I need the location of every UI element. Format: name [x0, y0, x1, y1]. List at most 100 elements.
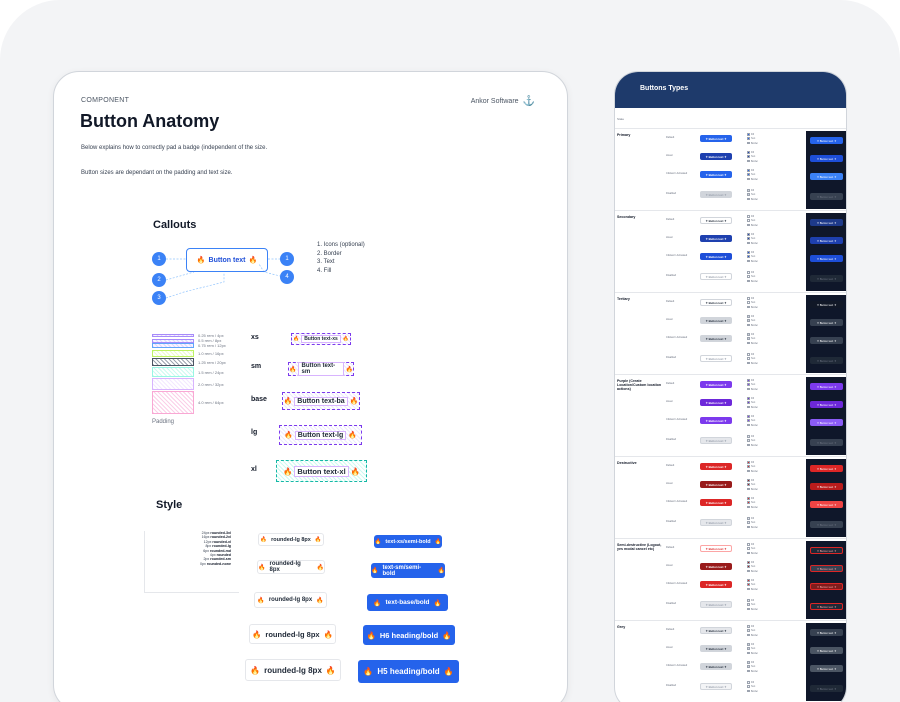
- state-button-light[interactable]: ✦ Button text ✦: [700, 335, 732, 342]
- state-token-legend: Fill Text Border: [747, 497, 758, 510]
- state-button-light[interactable]: ✦ Button text ✦: [700, 135, 732, 142]
- token-label: Border: [751, 260, 758, 263]
- color-swatch: [747, 241, 750, 245]
- state-button-light[interactable]: ✦ Button text ✦: [700, 563, 732, 570]
- style-outline-button-sm[interactable]: 🔥 rounded-lg 8px 🔥: [257, 560, 325, 574]
- padding-value: 1.25 rem / 20px: [198, 359, 226, 365]
- state-button-light[interactable]: ✦ Button text ✦: [700, 153, 732, 160]
- style-blue-button-lg[interactable]: 🔥 H6 heading/bold 🔥: [363, 625, 455, 645]
- state-button-light[interactable]: ✦ Button text ✦: [700, 519, 732, 526]
- state-button-dark[interactable]: ✦ Button text ✦: [810, 193, 843, 200]
- token-label: Text: [751, 522, 756, 525]
- color-swatch: [747, 341, 750, 345]
- state-button-light[interactable]: ✦ Button text ✦: [700, 191, 732, 198]
- color-swatch: [747, 525, 750, 529]
- color-swatch: [747, 133, 750, 136]
- color-swatch: [747, 497, 750, 500]
- style-button-text: rounded-lg 8px: [269, 561, 301, 573]
- token-label: Fill: [751, 435, 754, 438]
- token-label: Text: [751, 648, 756, 651]
- state-button-dark[interactable]: ✦ Button text ✦: [810, 483, 843, 490]
- state-token-legend: Fill Text Border: [747, 169, 758, 182]
- state-button-light[interactable]: ✦ Button text ✦: [700, 235, 732, 242]
- state-button-dark[interactable]: ✦ Button text ✦: [810, 301, 843, 308]
- color-swatch: [747, 505, 750, 509]
- state-button-dark[interactable]: ✦ Button text ✦: [810, 173, 843, 180]
- state-button-light[interactable]: ✦ Button text ✦: [700, 581, 732, 588]
- state-button-dark[interactable]: ✦ Button text ✦: [810, 219, 843, 226]
- state-button-light[interactable]: ✦ Button text ✦: [700, 381, 732, 388]
- style-blue-button-base[interactable]: 🔥 text-base/bold 🔥: [367, 594, 448, 611]
- state-button-light[interactable]: ✦ Button text ✦: [700, 499, 732, 506]
- state-button-dark[interactable]: ✦ Button text ✦: [810, 547, 843, 554]
- component-label: COMPONENT: [81, 97, 130, 104]
- state-button-dark[interactable]: ✦ Button text ✦: [810, 275, 843, 282]
- state-button-dark[interactable]: ✦ Button text ✦: [810, 685, 843, 692]
- state-button-dark[interactable]: ✦ Button text ✦: [810, 337, 843, 344]
- state-button-dark[interactable]: ✦ Button text ✦: [810, 237, 843, 244]
- state-button-dark[interactable]: ✦ Button text ✦: [810, 629, 843, 636]
- style-outline-button-xs[interactable]: 🔥 rounded-lg 8px 🔥: [258, 533, 324, 546]
- state-button-light[interactable]: ✦ Button text ✦: [700, 317, 732, 324]
- padding-row: 1.0 rem / 16px: [152, 350, 224, 357]
- token-label: Border: [751, 488, 758, 491]
- color-swatch: [747, 155, 750, 158]
- state-button-dark[interactable]: ✦ Button text ✦: [810, 603, 843, 610]
- state-button-dark[interactable]: ✦ Button text ✦: [810, 155, 843, 162]
- state-button-dark[interactable]: ✦ Button text ✦: [810, 501, 843, 508]
- fire-icon: 🔥: [196, 257, 206, 264]
- state-button-light[interactable]: ✦ Button text ✦: [700, 463, 732, 470]
- state-button-light[interactable]: ✦ Button text ✦: [700, 217, 732, 224]
- fire-icon: 🔥: [374, 538, 382, 545]
- state-button-light[interactable]: ✦ Button text ✦: [700, 645, 732, 652]
- padding-swatch: [152, 391, 194, 414]
- style-blue-button-xl[interactable]: 🔥 H5 heading/bold 🔥: [358, 660, 459, 683]
- state-button-light[interactable]: ✦ Button text ✦: [700, 417, 732, 424]
- state-button-dark[interactable]: ✦ Button text ✦: [810, 137, 843, 144]
- state-button-light[interactable]: ✦ Button text ✦: [700, 683, 732, 690]
- callout-legend-item: 2. Border: [317, 250, 342, 257]
- state-button-dark[interactable]: ✦ Button text ✦: [810, 383, 843, 390]
- state-button-dark[interactable]: ✦ Button text ✦: [810, 465, 843, 472]
- token-label: Text: [751, 256, 756, 259]
- state-button-dark[interactable]: ✦ Button text ✦: [810, 565, 843, 572]
- state-button-light[interactable]: ✦ Button text ✦: [700, 171, 732, 178]
- style-blue-button-xs[interactable]: 🔥 text-xs/semi-bold 🔥: [374, 535, 442, 548]
- style-outline-button-xl[interactable]: 🔥 rounded-lg 8px 🔥: [245, 659, 341, 681]
- radius-size: 8px: [205, 544, 212, 549]
- token-label: Border: [751, 506, 758, 509]
- state-button-dark[interactable]: ✦ Button text ✦: [810, 647, 843, 654]
- state-button-light[interactable]: ✦ Button text ✦: [700, 545, 732, 552]
- state-button-light[interactable]: ✦ Button text ✦: [700, 481, 732, 488]
- color-swatch: [747, 279, 750, 283]
- state-button-light[interactable]: ✦ Button text ✦: [700, 601, 732, 608]
- state-label: Disabled: [666, 602, 677, 605]
- style-blue-button-sm[interactable]: 🔥 text-sm/semi-bold 🔥: [371, 563, 445, 578]
- state-button-dark[interactable]: ✦ Button text ✦: [810, 255, 843, 262]
- state-button-light[interactable]: ✦ Button text ✦: [700, 399, 732, 406]
- state-label: Clicked / Activated: [666, 500, 688, 503]
- state-button-dark[interactable]: ✦ Button text ✦: [810, 419, 843, 426]
- state-button-light[interactable]: ✦ Button text ✦: [700, 299, 732, 306]
- style-outline-button-base[interactable]: 🔥 rounded-lg 8px 🔥: [254, 592, 327, 608]
- state-token-legend: Fill Text Border: [747, 543, 758, 556]
- state-button-light[interactable]: ✦ Button text ✦: [700, 273, 732, 280]
- state-button-dark[interactable]: ✦ Button text ✦: [810, 401, 843, 408]
- state-button-dark[interactable]: ✦ Button text ✦: [810, 665, 843, 672]
- state-button-dark[interactable]: ✦ Button text ✦: [810, 583, 843, 590]
- style-button-text: H6 heading/bold: [379, 630, 439, 640]
- token-label: Fill: [751, 681, 754, 684]
- state-button-light[interactable]: ✦ Button text ✦: [700, 355, 732, 362]
- state-button-dark[interactable]: ✦ Button text ✦: [810, 357, 843, 364]
- state-button-dark[interactable]: ✦ Button text ✦: [810, 319, 843, 326]
- state-button-light[interactable]: ✦ Button text ✦: [700, 663, 732, 670]
- token-label: Text: [751, 686, 756, 689]
- state-button-light[interactable]: ✦ Button text ✦: [700, 437, 732, 444]
- state-label: Default: [666, 300, 675, 303]
- token-label: Fill: [751, 543, 754, 546]
- state-button-dark[interactable]: ✦ Button text ✦: [810, 521, 843, 528]
- state-button-light[interactable]: ✦ Button text ✦: [700, 253, 732, 260]
- style-outline-button-lg[interactable]: 🔥 rounded-lg 8px 🔥: [249, 624, 336, 644]
- state-button-dark[interactable]: ✦ Button text ✦: [810, 439, 843, 446]
- state-button-light[interactable]: ✦ Button text ✦: [700, 627, 732, 634]
